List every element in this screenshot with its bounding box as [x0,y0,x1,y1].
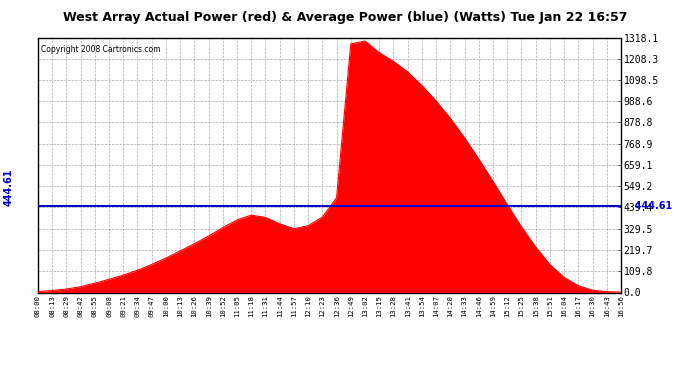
Text: 444.61: 444.61 [628,201,672,211]
Text: West Array Actual Power (red) & Average Power (blue) (Watts) Tue Jan 22 16:57: West Array Actual Power (red) & Average … [63,11,627,24]
Text: Copyright 2008 Cartronics.com: Copyright 2008 Cartronics.com [41,45,160,54]
Text: 444.61: 444.61 [3,169,13,206]
